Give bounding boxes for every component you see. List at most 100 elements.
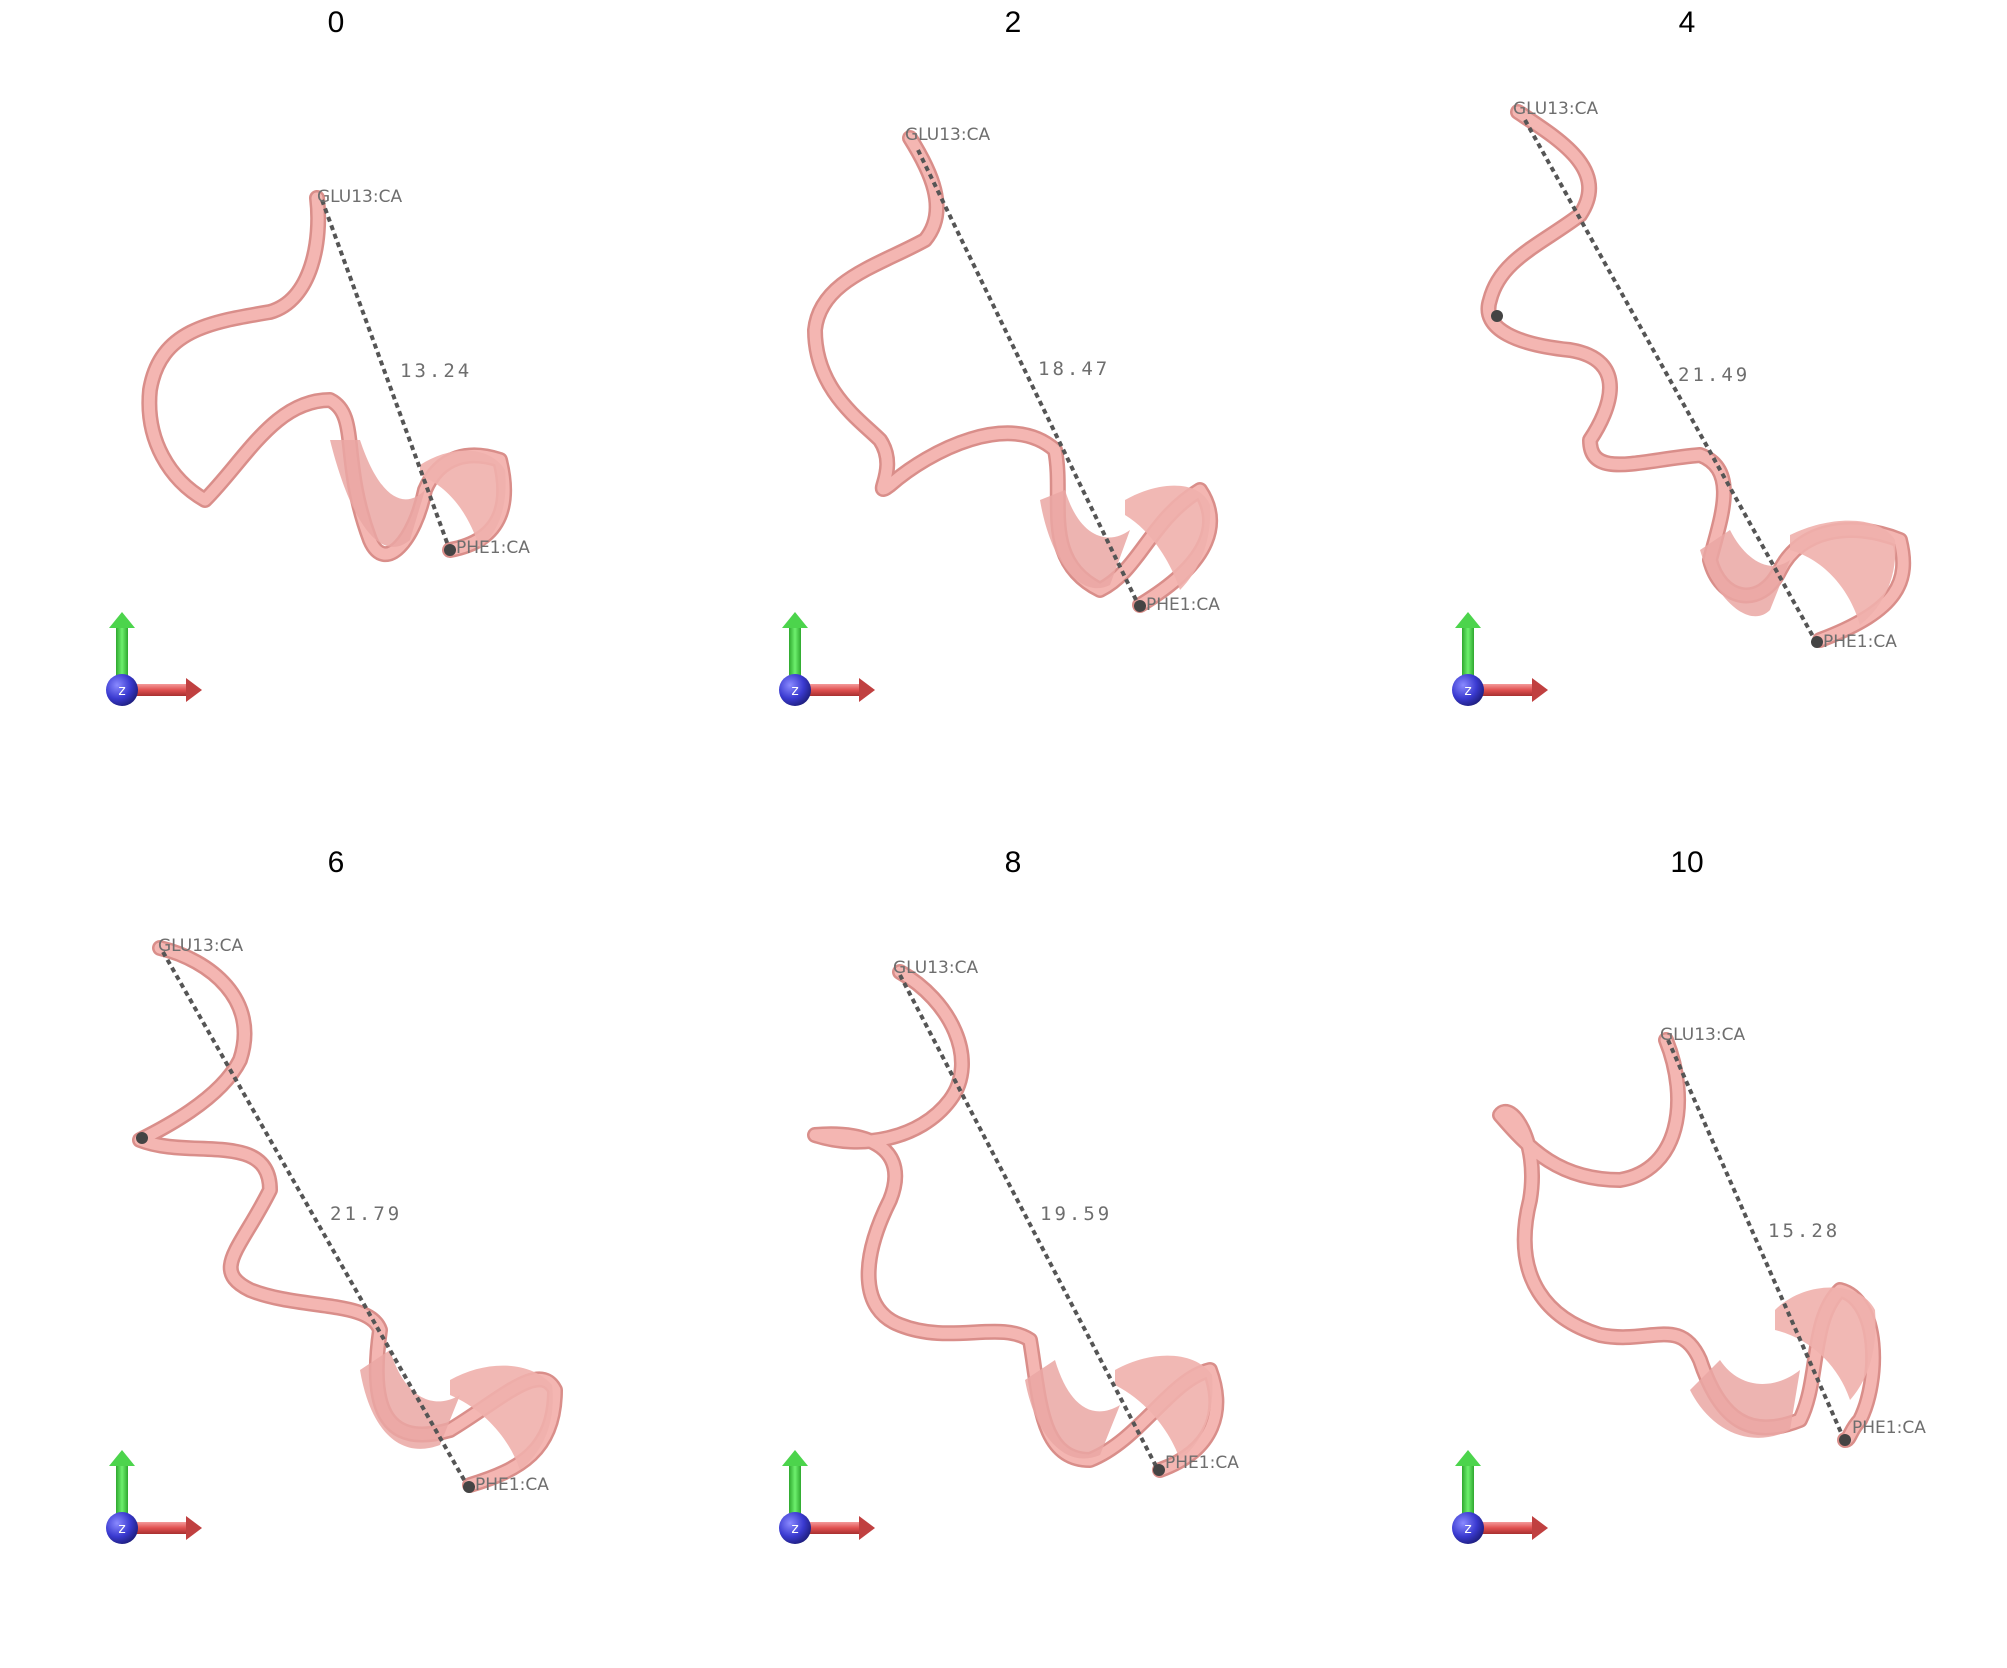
helix-band [1690, 1360, 1800, 1438]
y-axis-arrow-head [109, 612, 135, 628]
panel-title: 10 [1670, 846, 1703, 879]
helix-band [420, 450, 506, 548]
distance-line [1523, 119, 1817, 641]
x-axis-arrow-shaft [130, 1522, 188, 1534]
x-axis-arrow-shaft [1476, 1522, 1534, 1534]
z-axis-sphere [779, 674, 811, 706]
start-atom-label: GLU13:CA [158, 936, 243, 956]
panel-title: 2 [1005, 6, 1022, 39]
z-axis-sphere [106, 1512, 138, 1544]
helix-band [330, 440, 425, 547]
end-atom [1153, 1464, 1165, 1476]
axes-indicator: z [1452, 612, 1548, 706]
helix-band [1115, 1355, 1213, 1460]
helix-band [1125, 485, 1211, 590]
x-axis-arrow-shaft [1476, 684, 1534, 696]
protein-ribbon [141, 190, 513, 562]
z-axis-label: z [118, 683, 125, 699]
z-axis-label: z [118, 1521, 125, 1537]
distance-line [1666, 1039, 1845, 1438]
end-atom-label: PHE1:CA [1146, 595, 1220, 615]
y-axis-arrow-shaft [116, 1464, 128, 1522]
panel-title: 8 [1005, 846, 1022, 879]
axes-indicator: z [779, 612, 875, 706]
helix-band [1025, 1360, 1120, 1459]
distance-label: 13.24 [400, 360, 472, 382]
y-axis-arrow-head [782, 612, 808, 628]
end-atom [463, 1481, 475, 1493]
panel-frame-4: 4 GLU13:CA PHE1:CA 21.49 z [1452, 6, 1912, 706]
z-axis-label: z [791, 683, 798, 699]
y-axis-arrow-head [109, 1450, 135, 1466]
panel-frame-6: 6 GLU13:CA PHE1:CA 21.79 z [106, 846, 563, 1544]
z-axis-label: z [1464, 683, 1471, 699]
kink-atom [1491, 310, 1503, 322]
protein-ribbon [132, 940, 563, 1493]
distance-line [320, 199, 451, 549]
y-axis-arrow-shaft [1462, 1464, 1474, 1522]
axes-indicator: z [1452, 1450, 1548, 1544]
y-axis-arrow-shaft [116, 626, 128, 684]
end-atom-label: PHE1:CA [475, 1475, 549, 1495]
panel-frame-8: 8 GLU13:CA PHE1:CA 19.59 z [779, 846, 1239, 1544]
end-atom-label: PHE1:CA [456, 538, 530, 558]
distance-label: 15.28 [1768, 1220, 1840, 1242]
x-axis-arrow-head [1532, 678, 1548, 702]
start-atom-label: GLU13:CA [1660, 1025, 1745, 1045]
start-atom-label: GLU13:CA [893, 958, 978, 978]
helix-band [450, 1365, 553, 1470]
x-axis-arrow-shaft [803, 684, 861, 696]
end-atom-label: PHE1:CA [1165, 1453, 1239, 1473]
z-axis-sphere [1452, 674, 1484, 706]
panel-title: 4 [1679, 6, 1696, 39]
y-axis-arrow-shaft [789, 626, 801, 684]
axes-indicator: z [106, 1450, 202, 1544]
protein-ribbon [1480, 104, 1912, 648]
start-atom-label: GLU13:CA [1513, 99, 1598, 119]
kink-atom [136, 1132, 148, 1144]
start-atom-label: GLU13:CA [317, 187, 402, 207]
distance-line [161, 951, 469, 1486]
x-axis-arrow-head [186, 678, 202, 702]
end-atom-label: PHE1:CA [1852, 1418, 1926, 1438]
distance-label: 19.59 [1040, 1203, 1112, 1225]
panel-frame-0: 0 GLU13:CA PHE1:CA 13.24 z [106, 6, 530, 706]
helix-band [360, 1350, 460, 1449]
x-axis-arrow-head [859, 1516, 875, 1540]
y-axis-arrow-head [782, 1450, 808, 1466]
end-atom [444, 544, 456, 556]
helix-band [1790, 520, 1896, 625]
y-axis-arrow-head [1455, 1450, 1481, 1466]
x-axis-arrow-shaft [130, 684, 188, 696]
x-axis-arrow-shaft [803, 1522, 861, 1534]
distance-line [916, 149, 1140, 605]
protein-ribbon [807, 964, 1225, 1478]
x-axis-arrow-head [186, 1516, 202, 1540]
x-axis-arrow-head [859, 678, 875, 702]
panel-frame-10: 10 GLU13:CA PHE1:CA 15.28 z [1452, 846, 1926, 1544]
end-atom [1839, 1434, 1851, 1446]
panel-title: 6 [328, 846, 345, 879]
distance-label: 21.49 [1678, 364, 1750, 386]
end-atom [1811, 636, 1823, 648]
distance-label: 18.47 [1038, 358, 1110, 380]
panel-title: 0 [328, 6, 345, 39]
z-axis-label: z [1464, 1521, 1471, 1537]
y-axis-arrow-shaft [789, 1464, 801, 1522]
distance-label: 21.79 [330, 1203, 402, 1225]
end-atom [1134, 600, 1146, 612]
distance-line [898, 974, 1159, 1469]
helix-band [1040, 490, 1130, 589]
protein-ribbon [1492, 1032, 1882, 1448]
z-axis-sphere [779, 1512, 811, 1544]
z-axis-sphere [1452, 1512, 1484, 1544]
start-atom-label: GLU13:CA [905, 125, 990, 145]
axes-indicator: z [779, 1450, 875, 1544]
axes-indicator: z [106, 612, 202, 706]
x-axis-arrow-head [1532, 1516, 1548, 1540]
y-axis-arrow-head [1455, 612, 1481, 628]
protein-ribbon [807, 130, 1219, 613]
panel-frame-2: 2 GLU13:CA PHE1:CA 18.47 z [779, 6, 1220, 706]
end-atom-label: PHE1:CA [1823, 632, 1897, 652]
